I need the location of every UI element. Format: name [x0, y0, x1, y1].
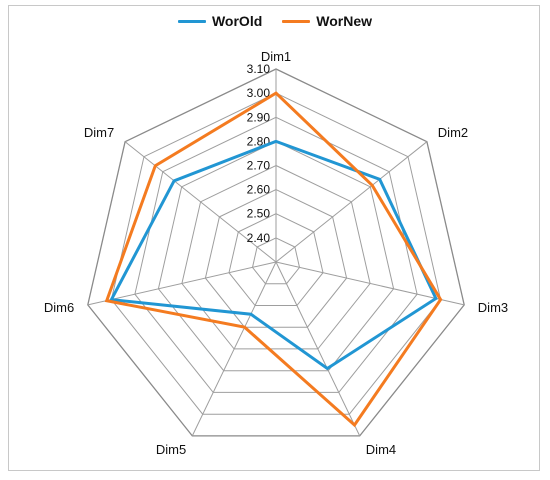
grid-spoke: [275, 261, 361, 437]
category-label: Dim7: [84, 125, 114, 140]
legend-swatch-worold: [177, 19, 206, 23]
grid-spoke: [275, 141, 428, 263]
legend-swatch-wornew: [282, 19, 311, 23]
grid-spoke: [87, 261, 277, 306]
grid-spoke: [275, 261, 465, 306]
grid-spoke: [124, 141, 277, 263]
tick-label: 3.00: [247, 86, 271, 100]
grid-ring: [228, 213, 324, 306]
tick-label: 2.60: [247, 183, 271, 197]
category-label: Dim6: [44, 300, 74, 315]
legend-item-worold: WorOld: [177, 13, 263, 29]
category-label: Dim5: [156, 442, 186, 457]
series-line-worold: [109, 139, 438, 371]
grid-ring: [87, 68, 465, 437]
series-layer: [104, 91, 443, 428]
tick-label: 2.70: [247, 159, 271, 173]
legend-label-worold: WorOld: [211, 13, 263, 29]
tick-label: 2.90: [247, 110, 271, 124]
grid-spoke: [191, 261, 277, 437]
category-label: Dim3: [478, 300, 508, 315]
category-label: Dim1: [261, 49, 291, 64]
category-label: Dim2: [438, 125, 468, 140]
legend-item-wornew: WorNew: [282, 13, 372, 29]
grid-ring: [204, 189, 348, 328]
legend-label-wornew: WorNew: [316, 13, 373, 29]
series-line-wornew: [104, 91, 443, 428]
category-labels: Dim1 Dim2 Dim3 Dim4 Dim5 Dim6 Dim7: [44, 49, 508, 457]
grid-ring: [110, 92, 442, 415]
chart-legend: WorOld WorNew: [0, 10, 550, 32]
tick-label: 3.10: [247, 62, 271, 76]
radial-tick-labels: 2.402.502.602.702.802.903.003.10: [247, 62, 271, 245]
category-label: Dim4: [366, 442, 396, 457]
radar-grid: [87, 68, 465, 437]
chart-frame: [8, 5, 540, 471]
grid-ring: [251, 237, 301, 285]
grid-ring: [157, 140, 395, 372]
tick-label: 2.40: [247, 231, 271, 245]
grid-ring: [134, 116, 418, 393]
grid-ring: [181, 164, 371, 350]
tick-label: 2.50: [247, 207, 271, 221]
